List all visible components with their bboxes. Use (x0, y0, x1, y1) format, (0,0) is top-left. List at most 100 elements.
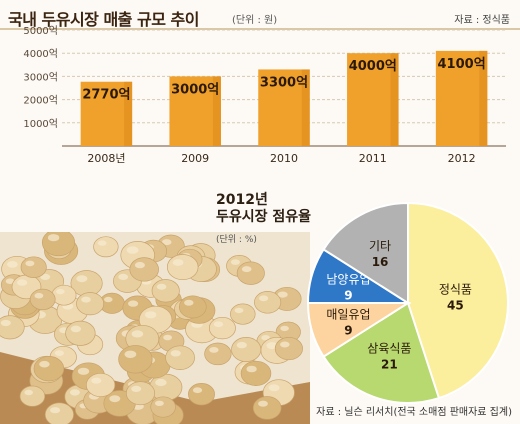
y-tick-label: 2000억 (23, 95, 58, 107)
soybean-highlight (54, 350, 64, 356)
pie-slice-label: 정식품 (439, 282, 472, 296)
bar (169, 76, 221, 146)
y-tick-label: 5000억 (23, 25, 58, 37)
soybean-highlight (47, 234, 60, 242)
pie-slice-label: 매일유업 (326, 307, 370, 321)
y-tick-label: 3000억 (23, 71, 58, 83)
soybean-highlight (258, 400, 268, 407)
soybean-highlight (192, 387, 203, 394)
soybean-highlight (34, 292, 44, 299)
soybean-highlight (170, 350, 181, 357)
soybean-highlight (118, 273, 129, 280)
bar-source: 자료 : 정식품 (454, 15, 510, 26)
soybean-highlight (81, 296, 91, 303)
soybean-highlight (155, 400, 164, 406)
pie-year: 2012년 (216, 192, 268, 208)
soybean-highlight (128, 300, 139, 307)
soybean-highlight (69, 389, 80, 396)
bar (435, 50, 488, 146)
soybean-highlight (230, 259, 240, 265)
soybean-highlight (40, 273, 51, 280)
soybean-highlight (246, 365, 257, 373)
pie-slice-label: 남양유업 (326, 273, 370, 287)
pie-slice-value: 16 (372, 255, 389, 269)
soybean-highlight (109, 395, 121, 403)
bar (347, 53, 399, 147)
soybean-highlight (6, 261, 18, 268)
pie-slice-label: 기타 (369, 239, 391, 253)
pie-slice-value: 45 (447, 298, 464, 312)
pie-slice (407, 201, 510, 400)
x-tick-label: 2010 (270, 152, 298, 165)
x-tick-label: 2011 (359, 152, 387, 165)
soybean-highlight (145, 311, 157, 319)
soybean-highlight (163, 334, 173, 341)
bar-value-label: 3300억 (260, 75, 308, 90)
bar-shade (212, 76, 221, 146)
pie-title: 2012년 두유시장 점유율 (216, 192, 311, 226)
soybean-highlight (70, 325, 82, 333)
soybean-highlight (261, 335, 270, 341)
soybean-highlight (76, 275, 88, 283)
soybean-highlight (39, 360, 50, 368)
soybean-highlight (155, 378, 167, 387)
x-tick-label: 2008년 (87, 152, 125, 165)
soybean-highlight (259, 295, 269, 302)
bar-value-label: 3000억 (171, 82, 219, 97)
soybean-highlight (24, 389, 33, 396)
bar (80, 81, 133, 146)
title-divider (0, 28, 520, 30)
pie-slice-value: 9 (344, 323, 352, 337)
soybeans-image (0, 232, 310, 424)
bar-value-label: 2770억 (82, 88, 130, 103)
soybean-highlight (172, 259, 184, 266)
soybean-highlight (0, 319, 11, 327)
y-tick-label: 1000억 (23, 118, 58, 130)
bar-shade (390, 53, 399, 147)
bar-shade (124, 81, 133, 146)
soybean-highlight (97, 240, 107, 246)
soybean-highlight (25, 260, 35, 267)
soybeans-illustration (0, 232, 310, 424)
bar-value-label: 4000억 (349, 59, 397, 74)
soybean-highlight (124, 350, 137, 358)
page-title: 국내 두유시장 매출 규모 추이 (8, 10, 199, 29)
soybean-highlight (268, 384, 280, 392)
soybean-highlight (134, 261, 145, 269)
soybean-highlight (156, 283, 167, 290)
bar (258, 69, 310, 146)
soybean-highlight (209, 347, 219, 353)
bar-value-label: 4100억 (438, 57, 486, 72)
soybean-highlight (104, 296, 113, 303)
soybean-highlight (184, 299, 194, 306)
soybean-highlight (126, 246, 139, 254)
bar-shade (479, 50, 488, 146)
soybean-highlight (50, 407, 61, 414)
soybean-highlight (234, 307, 244, 314)
pie-source: 자료 : 닐슨 리서치(전국 소매점 판매자료 집계) (316, 407, 512, 418)
soybean-highlight (213, 321, 224, 328)
pie-unit-label: (단위 : %) (216, 235, 257, 245)
soybean-highlight (277, 291, 288, 298)
soybean-highlight (91, 377, 102, 384)
soybean-highlight (280, 325, 289, 332)
pie-slice-label: 삼육식품 (367, 342, 411, 356)
soybean-highlight (77, 367, 90, 375)
pie-title-text: 두유시장 점유율 (216, 209, 312, 225)
soybean-highlight (266, 342, 278, 350)
soybean-highlight (241, 266, 252, 273)
x-tick-label: 2009 (181, 152, 209, 165)
soybean-highlight (131, 385, 142, 392)
soybean-highlight (56, 288, 65, 295)
pie-slice-value: 9 (344, 289, 352, 303)
bar-shade (301, 69, 310, 146)
soybean-highlight (161, 239, 172, 246)
bar-unit-label: (단위 : 원) (232, 15, 278, 26)
soybean-highlight (236, 341, 247, 349)
soybean-highlight (280, 341, 290, 348)
soybean-highlight (17, 279, 28, 286)
soybean-highlight (131, 330, 144, 338)
pie-slice (322, 301, 441, 404)
